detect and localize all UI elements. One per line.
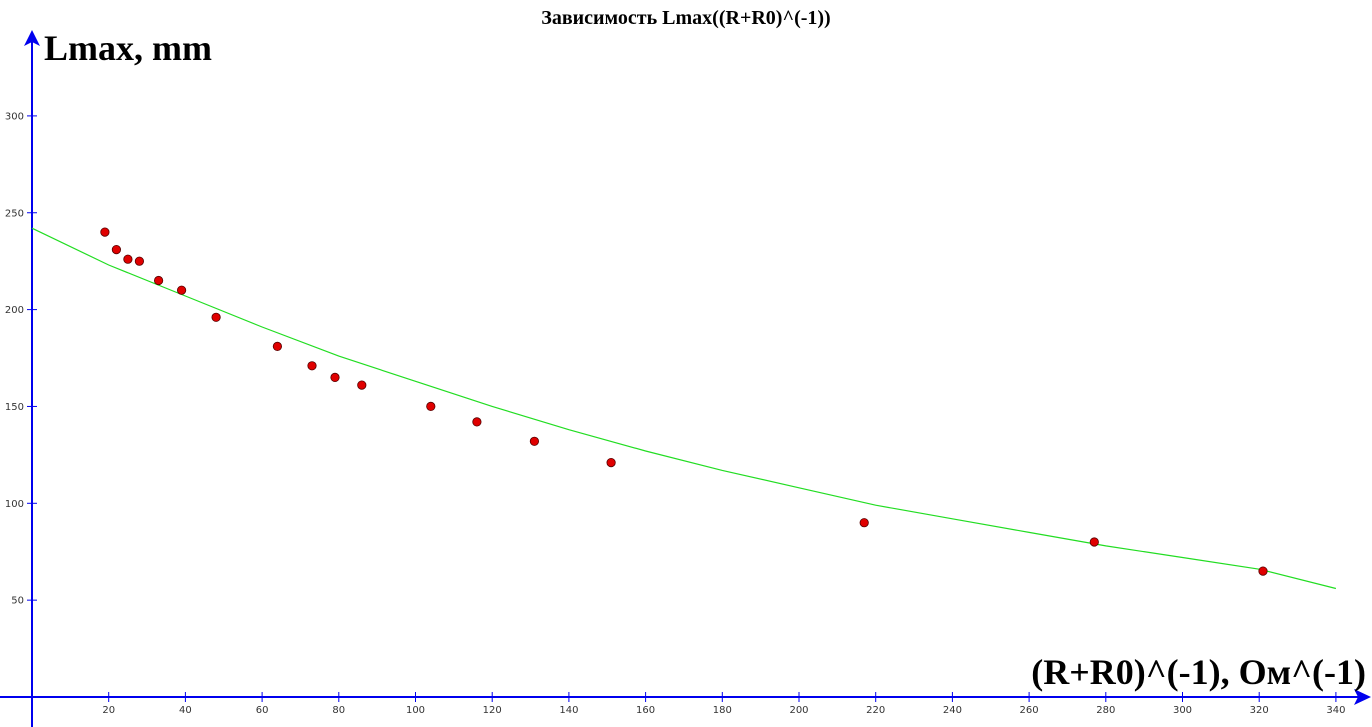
data-point [1258,566,1268,576]
data-point [426,401,436,411]
x-tick-label: 100 [406,705,425,716]
x-tick-label: 160 [636,705,655,716]
x-tick-label: 140 [559,705,578,716]
data-point [100,227,110,237]
x-axis-title: (R+R0)^(-1), Ом^(-1) [1031,652,1366,692]
axes [0,30,1371,727]
x-tick-label: 60 [256,705,269,716]
data-point [111,245,122,255]
data-point [472,417,482,427]
fit-curve-layer [31,227,1337,590]
data-point [529,436,540,446]
y-tick-label: 100 [5,499,24,510]
y-axis-title: Lmax, mm [44,28,212,68]
y-tick-label: 50 [11,596,24,607]
chart-title: Зависимость Lmax((R+R0)^(-1)) [541,7,830,29]
y-axis-arrow-icon [24,30,40,46]
y-tick-label: 250 [5,208,24,219]
x-tick-label: 80 [332,705,345,716]
x-tick-label: 260 [1020,705,1039,716]
x-tick-label: 320 [1250,705,1269,716]
x-tick-label: 120 [483,705,502,716]
data-point [606,457,616,468]
data-point [357,380,367,390]
x-tick-label: 200 [789,705,808,716]
fit-curve-line [31,227,1337,590]
x-tick-label: 340 [1326,705,1345,716]
data-point [177,285,187,295]
x-axis-arrow-icon [1354,689,1371,705]
tick-marks: 20 40 60 80 100 120 140 160 180 200 220 240 260 280 30… [5,111,1346,716]
x-tick-label: 20 [102,705,115,716]
y-tick-label: 200 [5,305,24,316]
x-tick-label: 280 [1096,705,1115,716]
y-tick-label: 300 [5,111,24,122]
data-point [330,372,340,382]
data-point [211,312,221,322]
data-point [134,256,144,266]
data-points [100,227,1268,576]
data-point [154,275,164,286]
data-point [123,254,133,264]
data-point [1089,537,1099,547]
data-point [859,518,869,528]
x-tick-label: 300 [1173,705,1192,716]
data-point [272,341,282,351]
data-point [307,361,317,371]
x-tick-label: 180 [713,705,732,716]
x-tick-label: 240 [943,705,962,716]
x-tick-label: 40 [179,705,192,716]
x-tick-label: 220 [866,705,885,716]
y-tick-label: 150 [5,402,24,413]
